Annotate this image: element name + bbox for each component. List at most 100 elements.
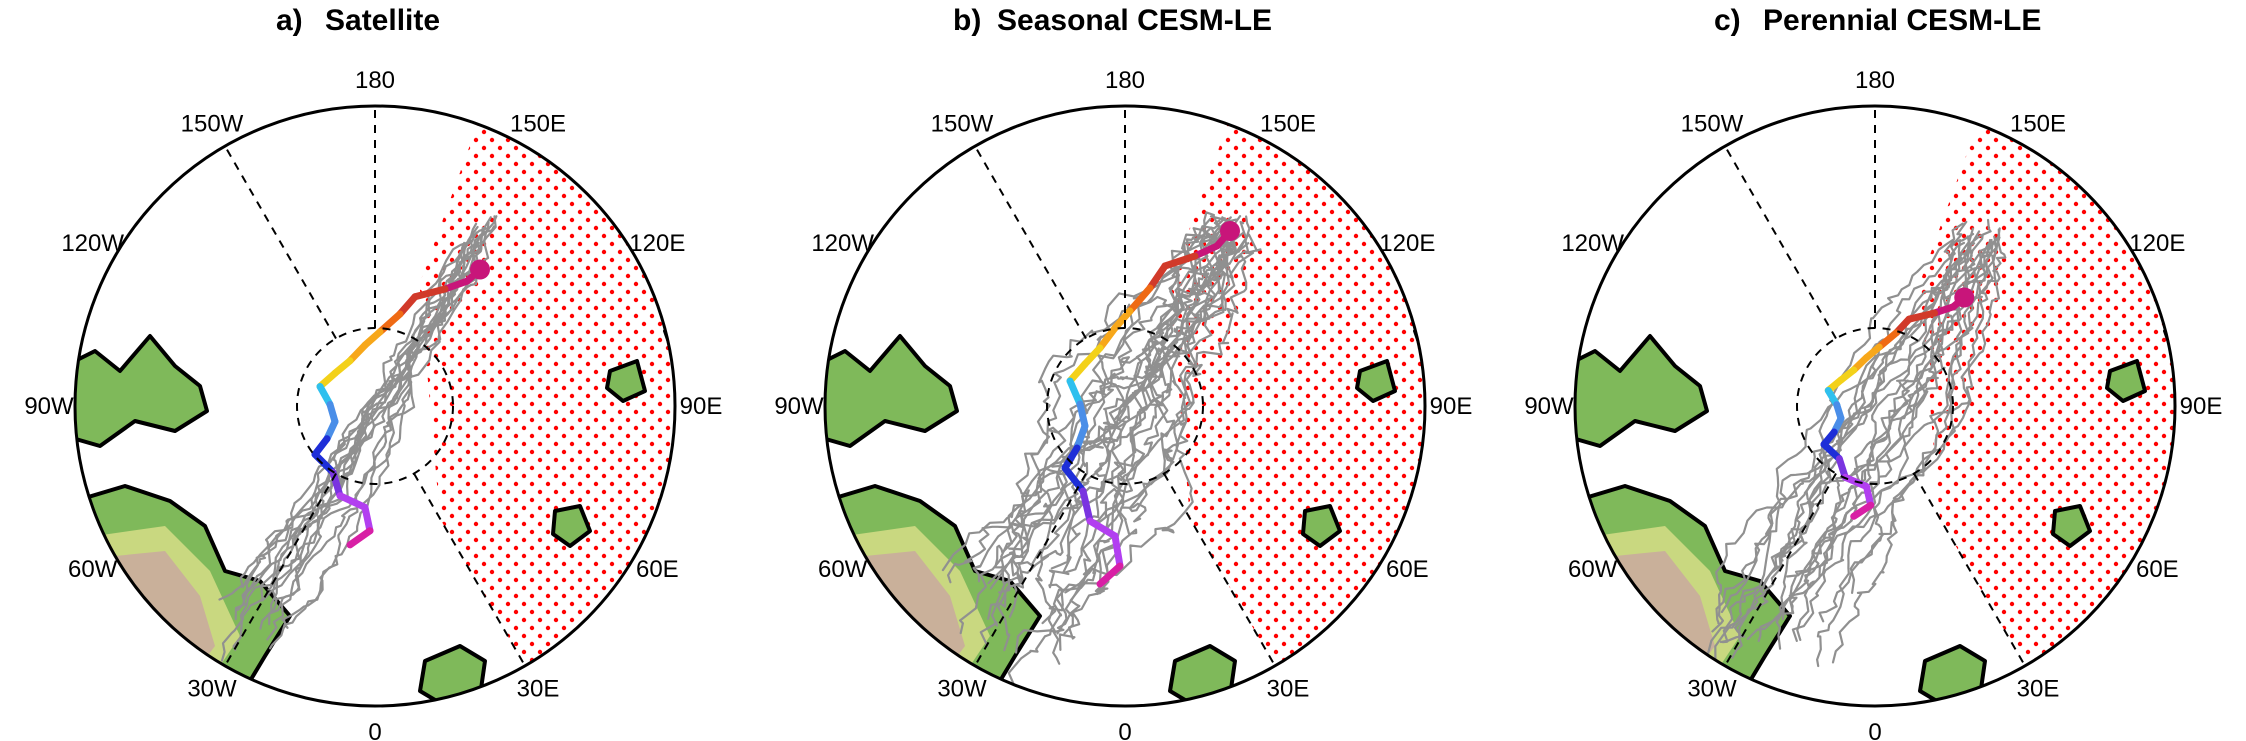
grid-meridian (413, 473, 526, 667)
land-canada (825, 334, 959, 448)
land-franz-josef (2051, 504, 2092, 548)
longitude-label: 60E (1386, 556, 1429, 583)
mean-track-segment (1066, 377, 1084, 408)
panel-satellite: a) Satellite 180 150E 120E 90E 60E 30E 0 30W 60W… (24, 4, 722, 741)
member-track (1786, 230, 1981, 578)
longitude-label: 150W (931, 111, 994, 138)
panel-a-letter: a) (276, 4, 303, 37)
member-tracks (218, 215, 498, 662)
longitude-label: 150W (1681, 111, 1744, 138)
member-track (1715, 232, 1975, 625)
polar-map-a: 180 150E 120E 90E 60E 30E 0 30W 60W 90W 120W 150W (24, 67, 722, 741)
panel-a-title: Satellite (325, 4, 440, 37)
land-canada (75, 334, 209, 448)
member-track (218, 231, 478, 601)
grid-meridian (1913, 473, 2026, 667)
panel-perennial-cesm-le: c) Perennial CESM-LE 180 150E 120E 90E 60E 30… (1524, 4, 2222, 741)
map-border (823, 104, 1427, 708)
member-track (260, 244, 483, 602)
member-track (1015, 231, 1245, 654)
member-track (269, 226, 484, 650)
land-severnaya-zemlya (1355, 359, 1397, 403)
longitude-label: 30E (517, 675, 560, 702)
longitude-label: 120E (1379, 230, 1435, 257)
member-track (236, 238, 471, 611)
member-track (1818, 235, 2000, 623)
mean-track-segment (346, 341, 369, 365)
longitude-label: 90E (1430, 393, 1473, 420)
land-severnaya-zemlya (605, 359, 647, 403)
panel-seasonal-cesm-le: b) Seasonal CESM-LE 180 150E 120E 90E 60E 30E… (774, 4, 1472, 741)
longitude-label: 0 (1868, 719, 1881, 741)
member-track (1796, 242, 1990, 641)
grid-meridian (224, 145, 337, 339)
member-track (1816, 240, 1998, 668)
member-track (1052, 215, 1242, 665)
longitude-label: 180 (1855, 67, 1895, 94)
longitude-label: 30E (2017, 675, 2060, 702)
mean-track-segment (1061, 444, 1081, 472)
member-track (1055, 233, 1250, 635)
start-marker (1954, 287, 1975, 308)
longitude-label: 180 (355, 67, 395, 94)
start-marker (470, 259, 490, 280)
mean-track-segment (1073, 422, 1089, 452)
member-track (1008, 216, 1232, 581)
mean-track-segment (1146, 262, 1169, 292)
start-marker (1220, 221, 1240, 241)
grid-meridian (1163, 473, 1276, 667)
mean-track-segment (1061, 464, 1087, 495)
member-track (1008, 217, 1226, 618)
longitude-label: 120E (2129, 230, 2185, 257)
longitude-label: 30W (1687, 675, 1737, 702)
longitude-label: 30E (1267, 675, 1310, 702)
mean-track (311, 259, 490, 549)
member-track (989, 218, 1214, 590)
member-track (1095, 233, 1229, 596)
panel-b-letter: b) (953, 4, 981, 37)
mean-track-segment (411, 285, 449, 301)
member-track (959, 227, 1212, 635)
longitude-label: 180 (1105, 67, 1145, 94)
mean-track-segment (1081, 344, 1104, 368)
mean-track-segment (1905, 309, 1938, 323)
member-track (941, 214, 1221, 572)
polar-map-b: 180 150E 120E 90E 60E 30E 0 30W 60W 90W 120W 150W (774, 67, 1472, 741)
mean-track-segment (1191, 242, 1221, 260)
panel-c-title: Perennial CESM-LE (1763, 4, 2041, 37)
grid-meridian (974, 473, 1087, 667)
land-franz-josef (551, 504, 592, 548)
mean-track-segment (1096, 562, 1124, 588)
map-border (73, 104, 677, 708)
mean-track-segment (1850, 501, 1875, 520)
member-track (1714, 220, 1968, 660)
member-track (1849, 227, 2007, 594)
member-track (1062, 220, 1248, 576)
member-track (1781, 228, 2001, 621)
member-track (994, 218, 1238, 584)
map-border (1573, 104, 2177, 708)
longitude-label: 120W (1561, 230, 1624, 257)
stippled-region (419, 106, 675, 701)
panel-b-title: Seasonal CESM-LE (997, 4, 1272, 37)
land-franz-josef (1301, 504, 1342, 548)
member-track (1791, 238, 2000, 642)
grid-meridian (1724, 473, 1837, 667)
member-track (1064, 242, 1250, 594)
member-track (1707, 222, 1964, 654)
land-severnaya-zemlya (2105, 359, 2147, 403)
longitude-label: 60E (636, 556, 679, 583)
mean-track-segment (1086, 517, 1119, 540)
member-track (1779, 235, 1973, 562)
stippled-region (1919, 106, 2175, 701)
mean-track-segment (1111, 307, 1134, 332)
longitude-label: 150E (1260, 111, 1316, 138)
member-track (1775, 227, 1974, 650)
member-track (232, 238, 480, 651)
mean-track-segment (441, 277, 471, 293)
longitude-label: 30W (937, 675, 987, 702)
stippled-region (1169, 106, 1425, 701)
grid-meridian (1724, 145, 1837, 339)
longitude-label: 90W (24, 393, 74, 420)
